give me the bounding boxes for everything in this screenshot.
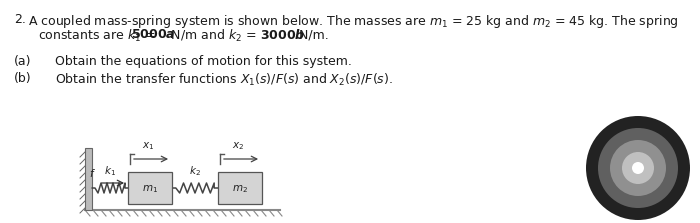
Text: Obtain the equations of motion for this system.: Obtain the equations of motion for this … xyxy=(55,55,352,68)
Circle shape xyxy=(622,152,654,184)
Text: $m_2$: $m_2$ xyxy=(232,183,248,195)
Text: (b): (b) xyxy=(14,72,32,85)
Circle shape xyxy=(586,116,690,220)
Text: (a): (a) xyxy=(14,55,32,68)
Text: $k_1$: $k_1$ xyxy=(104,164,116,178)
Bar xyxy=(218,172,262,204)
Text: $x_2$: $x_2$ xyxy=(232,140,244,152)
Text: $m_1$: $m_1$ xyxy=(142,183,158,195)
Text: $x_1$: $x_1$ xyxy=(142,140,154,152)
Text: A coupled mass-spring system is shown below. The masses are $m_1$ = 25 kg and $m: A coupled mass-spring system is shown be… xyxy=(28,13,679,30)
Text: $f$: $f$ xyxy=(89,167,96,179)
Circle shape xyxy=(598,128,678,208)
Text: Obtain the transfer functions $X_1(s)/F(s)$ and $X_2(s)/F(s)$.: Obtain the transfer functions $X_1(s)/F(… xyxy=(55,72,393,88)
Text: constants are $k_1$ =: constants are $k_1$ = xyxy=(38,28,157,44)
Circle shape xyxy=(632,162,644,174)
Text: 5000$\bfit{a}$: 5000$\bfit{a}$ xyxy=(131,28,176,41)
Text: 3000$\bfit{b}$: 3000$\bfit{b}$ xyxy=(260,28,305,42)
Text: $k_2$: $k_2$ xyxy=(189,164,201,178)
Text: 2.: 2. xyxy=(14,13,26,26)
Text: N/m.: N/m. xyxy=(295,28,329,41)
Text: N/m and $k_2$ =: N/m and $k_2$ = xyxy=(167,28,258,44)
Circle shape xyxy=(610,140,666,196)
Bar xyxy=(85,148,92,210)
Bar xyxy=(128,172,172,204)
